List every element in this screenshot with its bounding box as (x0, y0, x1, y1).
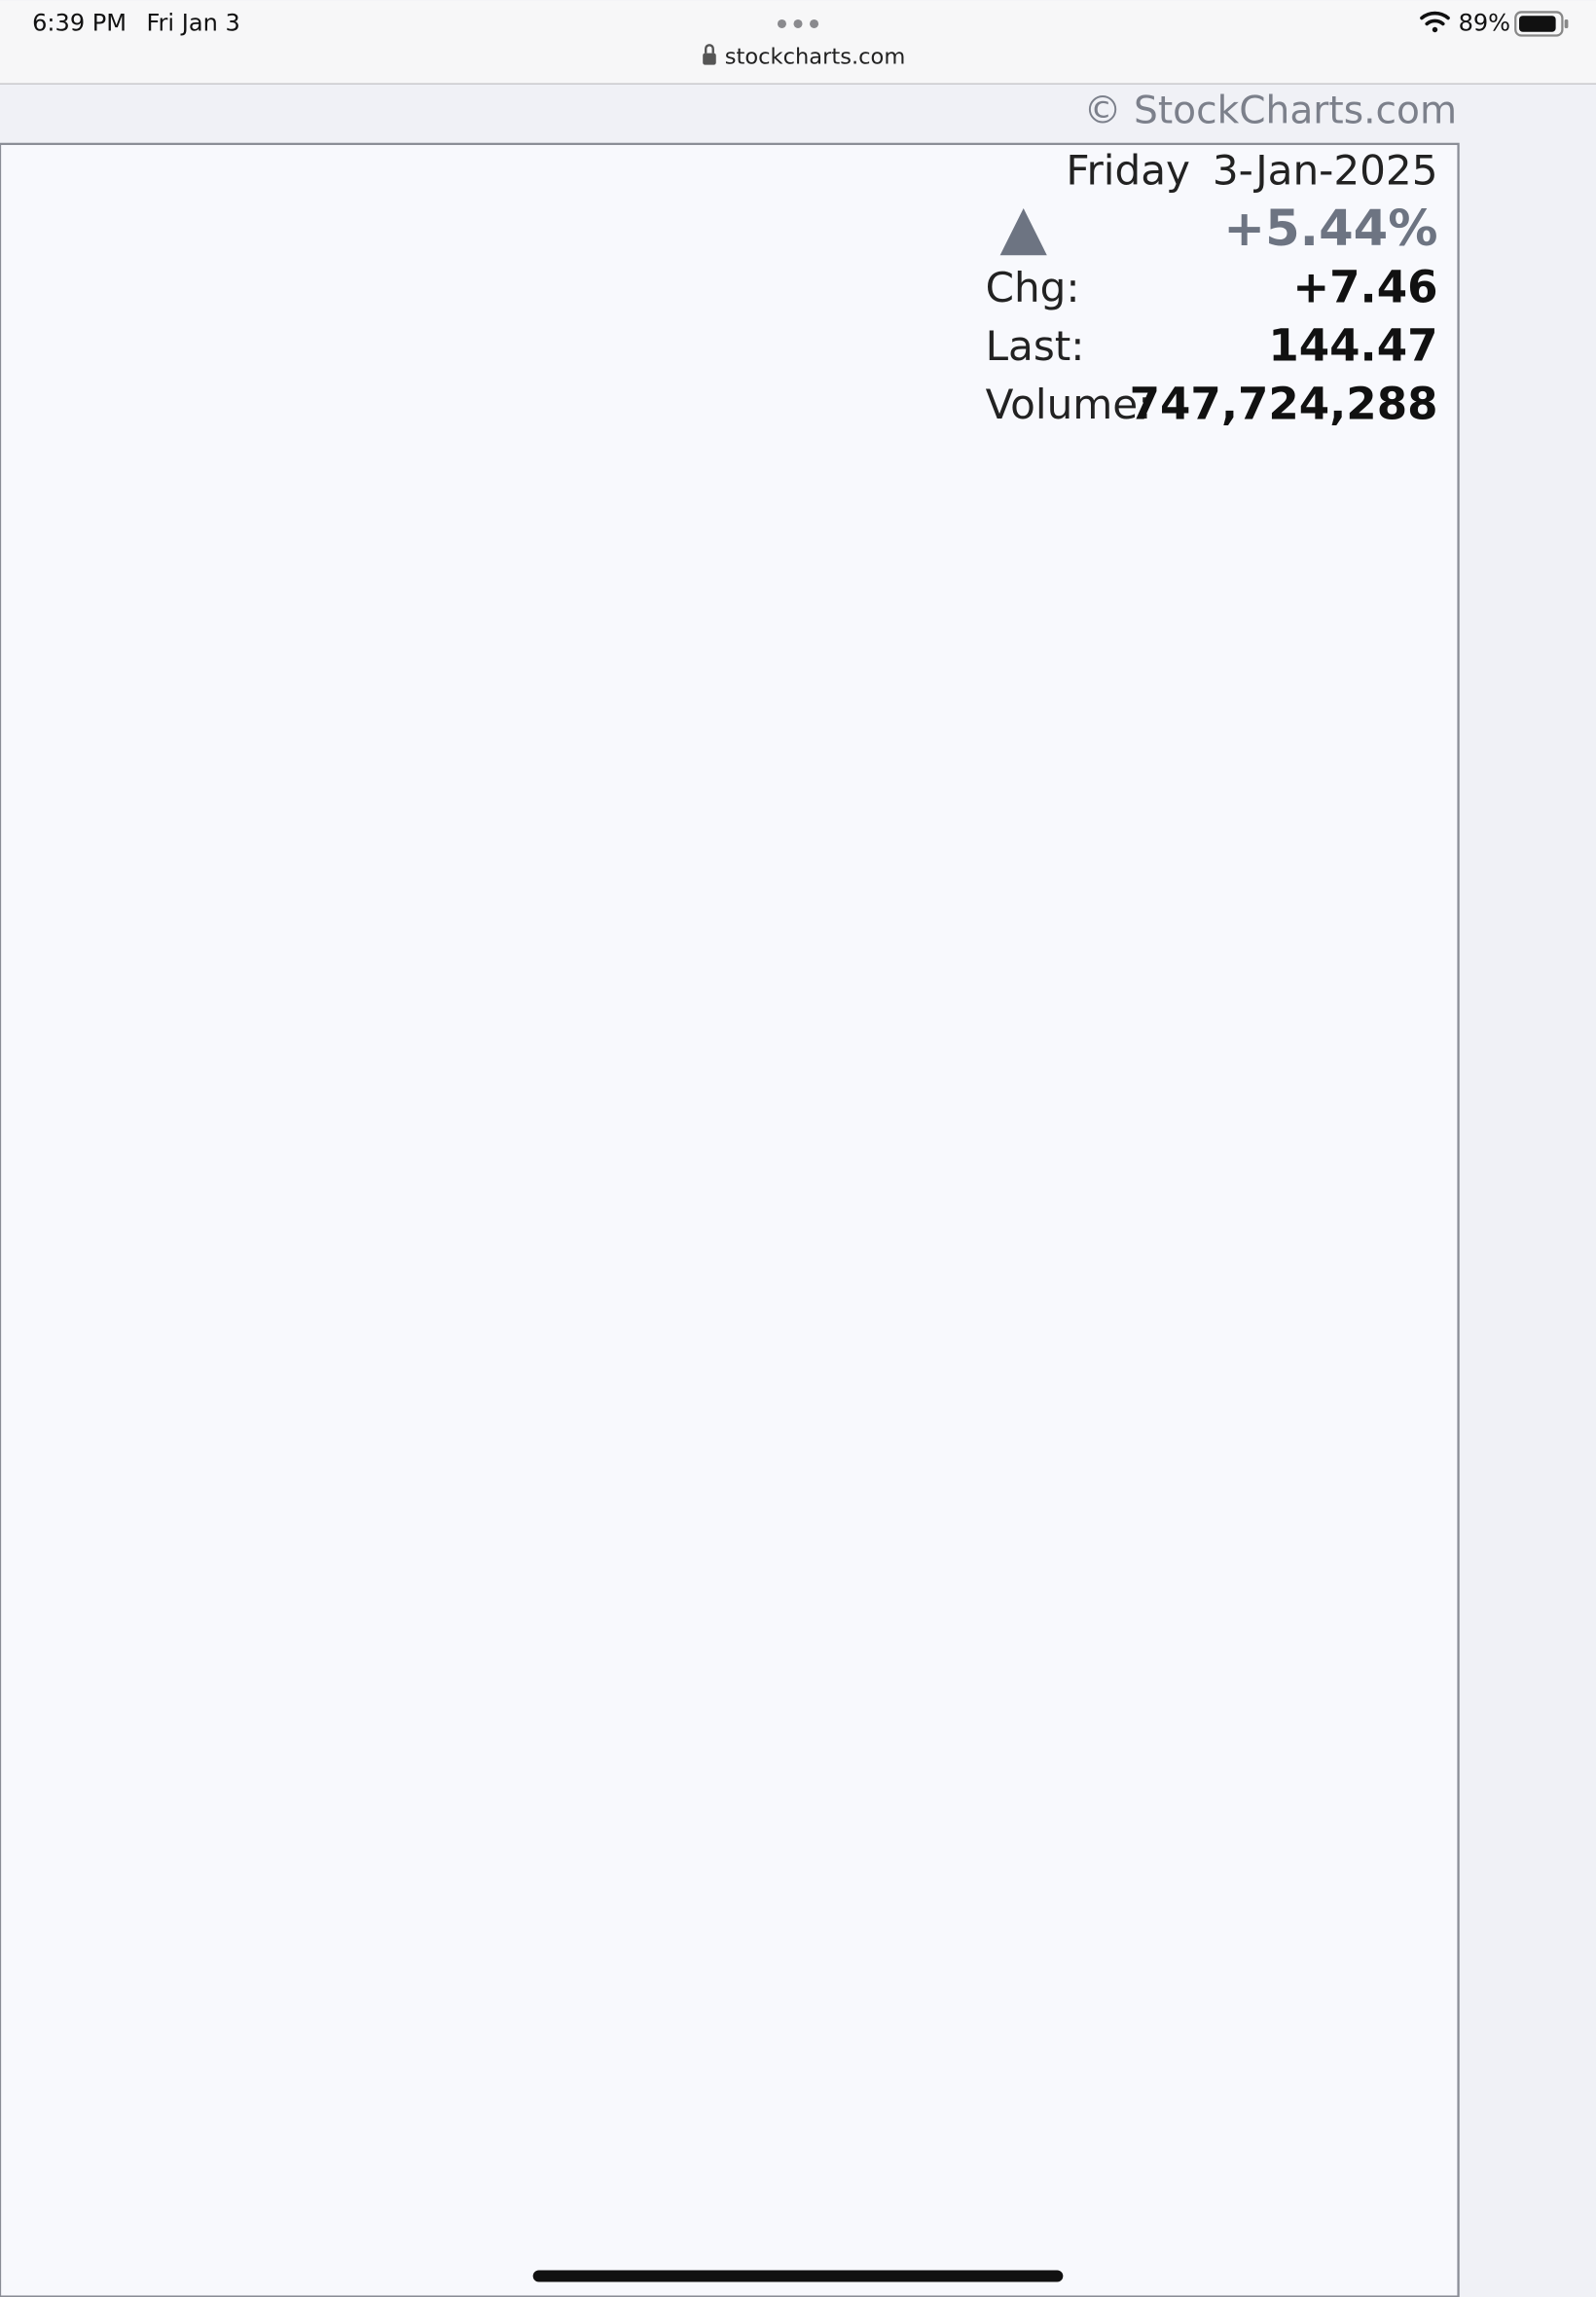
status-bar (0, 0, 1596, 85)
up-triangle (999, 208, 1047, 256)
plot-area (0, 142, 1460, 2297)
home-indicator[interactable] (532, 2270, 1064, 2282)
info-chg: +7.46 (1292, 261, 1437, 312)
battery-percent: 89% (1459, 9, 1510, 36)
info-chg-label: Chg: (986, 264, 1080, 311)
wifi-icon (1420, 11, 1450, 33)
lock-icon (703, 44, 716, 65)
date: Fri Jan 3 (146, 9, 239, 36)
info-volume-label: Volume: (986, 381, 1152, 428)
multitask-dots[interactable] (777, 18, 819, 28)
info-volume: 747,724,288 (1130, 379, 1438, 430)
info-date: 3-Jan-2025 (1213, 146, 1438, 194)
url[interactable]: stockcharts.com (725, 45, 906, 70)
info-last: 144.47 (1268, 319, 1437, 371)
info-box: Friday 3-Jan-2025 +5.44% Chg: +7.46 Last… (986, 146, 1438, 429)
info-last-label: Last: (986, 322, 1085, 370)
info-change-pct: +5.44% (1223, 201, 1437, 258)
info-day: Friday (1066, 146, 1190, 194)
watermark: © StockCharts.com (1083, 90, 1457, 133)
battery-icon (1514, 11, 1569, 37)
time: 6:39 PM (32, 9, 127, 36)
